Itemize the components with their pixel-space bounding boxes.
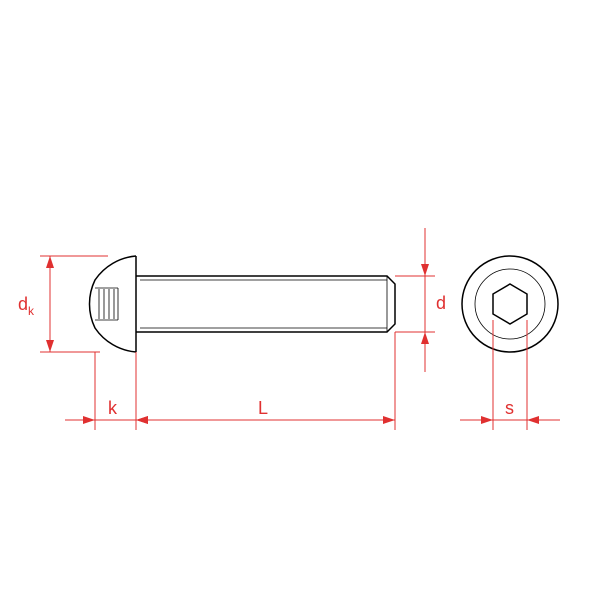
head-inner-circle	[475, 269, 545, 339]
technical-drawing: dk d k L	[0, 0, 608, 608]
dim-L: L	[136, 332, 395, 430]
label-dk: dk	[18, 294, 35, 318]
dim-d: d	[395, 228, 446, 372]
label-d: d	[436, 293, 446, 313]
front-view	[462, 256, 558, 352]
label-k: k	[108, 398, 118, 418]
hex-socket	[493, 284, 527, 324]
screw-shaft	[136, 276, 395, 332]
label-L: L	[258, 398, 268, 418]
head-outer-circle	[462, 256, 558, 352]
dim-k: k	[65, 352, 148, 430]
label-s: s	[505, 398, 514, 418]
screw-head-dome	[89, 256, 136, 352]
side-view	[89, 256, 395, 352]
dim-dk: dk	[18, 256, 108, 352]
